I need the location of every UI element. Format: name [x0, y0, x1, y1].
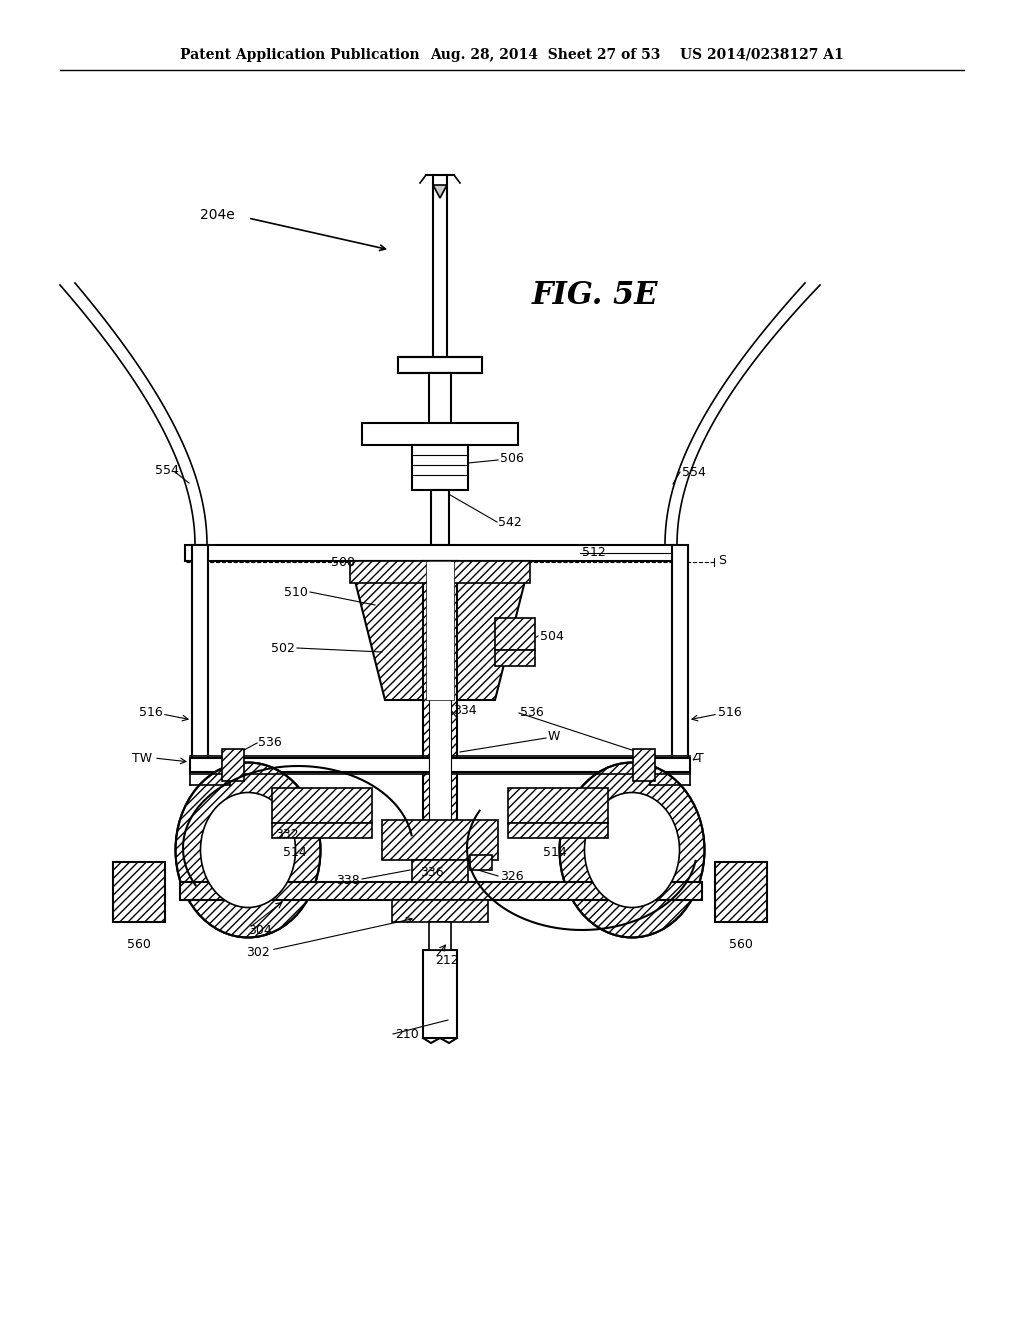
Text: 304: 304: [248, 924, 271, 936]
Bar: [508, 822, 608, 838]
Text: 516: 516: [718, 705, 741, 718]
Bar: [350, 561, 530, 583]
Bar: [113, 862, 165, 921]
Text: 212: 212: [435, 953, 459, 966]
Bar: [672, 545, 688, 770]
Text: 326: 326: [500, 870, 523, 883]
Bar: [412, 445, 468, 490]
Bar: [429, 374, 451, 422]
Bar: [272, 788, 372, 822]
Bar: [508, 788, 608, 822]
Bar: [272, 822, 372, 838]
Polygon shape: [350, 561, 530, 700]
Text: 560: 560: [127, 939, 151, 952]
Text: S: S: [718, 553, 726, 566]
Bar: [190, 758, 430, 772]
Bar: [715, 862, 767, 921]
Text: 536: 536: [520, 705, 544, 718]
Text: 514: 514: [283, 846, 307, 858]
Bar: [426, 561, 454, 700]
Bar: [392, 900, 488, 921]
Text: T: T: [696, 751, 703, 764]
Ellipse shape: [559, 763, 705, 937]
Text: 506: 506: [500, 451, 524, 465]
Text: 536: 536: [258, 735, 282, 748]
Bar: [429, 561, 451, 821]
Bar: [633, 748, 655, 781]
Text: 554: 554: [155, 463, 179, 477]
Bar: [495, 618, 535, 649]
Text: TW: TW: [132, 751, 152, 764]
Bar: [423, 561, 457, 821]
Text: FIG. 5E: FIG. 5E: [531, 280, 658, 310]
Text: 338: 338: [336, 874, 360, 887]
Bar: [185, 545, 677, 561]
Text: 336: 336: [420, 866, 443, 879]
Text: Patent Application Publication: Patent Application Publication: [180, 48, 420, 62]
Text: US 2014/0238127 A1: US 2014/0238127 A1: [680, 48, 844, 62]
Bar: [382, 820, 498, 861]
Ellipse shape: [585, 792, 680, 908]
Text: 210: 210: [395, 1028, 419, 1041]
Text: 502: 502: [271, 642, 295, 655]
Text: 510: 510: [284, 586, 308, 598]
Text: 508: 508: [331, 557, 355, 569]
Bar: [193, 545, 208, 770]
Bar: [431, 490, 449, 545]
Bar: [398, 356, 482, 374]
Text: 514: 514: [543, 846, 566, 858]
Bar: [450, 758, 690, 772]
Text: Aug. 28, 2014  Sheet 27 of 53: Aug. 28, 2014 Sheet 27 of 53: [430, 48, 660, 62]
Text: 512: 512: [582, 546, 606, 560]
Text: 302: 302: [246, 945, 270, 958]
Bar: [423, 950, 457, 1038]
Text: 516: 516: [139, 705, 163, 718]
Ellipse shape: [175, 763, 321, 937]
Text: 504: 504: [540, 630, 564, 643]
Text: 332: 332: [275, 829, 299, 842]
Bar: [180, 882, 702, 900]
Bar: [412, 861, 468, 882]
Ellipse shape: [201, 792, 296, 908]
Bar: [429, 921, 451, 950]
Text: 542: 542: [498, 516, 522, 528]
Text: W: W: [548, 730, 560, 743]
Text: 334: 334: [453, 704, 476, 717]
Text: 204e: 204e: [201, 209, 234, 222]
Text: 560: 560: [729, 939, 753, 952]
Bar: [362, 422, 518, 445]
Bar: [470, 855, 492, 870]
Bar: [495, 649, 535, 667]
Bar: [222, 748, 244, 781]
Polygon shape: [433, 185, 447, 198]
Text: 554: 554: [682, 466, 706, 479]
